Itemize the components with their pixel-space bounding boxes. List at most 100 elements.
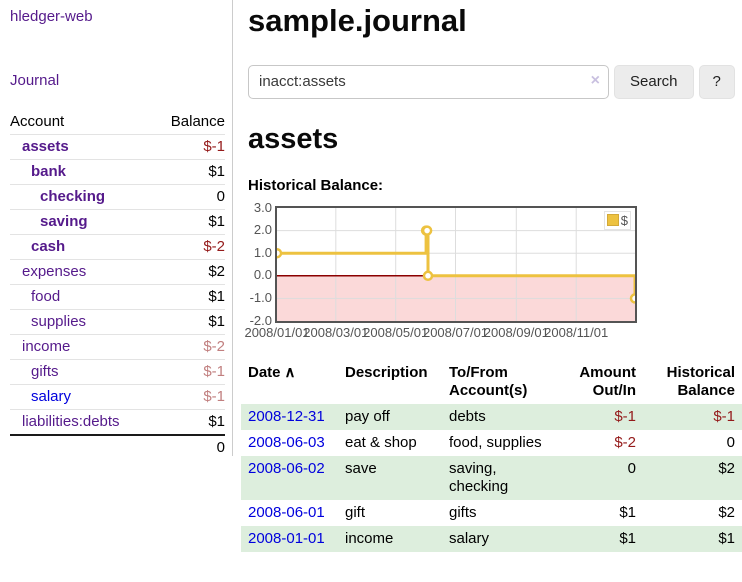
register-row: 2008-06-03 eat & shop food, supplies $-2 0 — [241, 430, 742, 456]
transaction-description: save — [345, 459, 377, 477]
chart-y-axis: 3.0 2.0 1.0 0.0 -1.0 -2.0 — [248, 200, 275, 328]
search-input[interactable] — [248, 64, 609, 99]
y-axis-tick-label: 2.0 — [253, 222, 272, 238]
transaction-date-link[interactable]: 2008-06-02 — [248, 459, 325, 477]
accounts-table-body: assets $-1 bank $1 checking 0 saving $1 cash $-2 e… — [10, 134, 225, 436]
transaction-accounts: salary — [449, 529, 490, 547]
account-link[interactable]: liabilities:debts — [22, 413, 120, 430]
search-button[interactable]: Search — [614, 64, 694, 99]
chart-canvas — [277, 207, 635, 321]
register-row: 2008-12-31 pay off debts $-1 $-1 — [241, 403, 742, 430]
balance-value: $1 — [208, 288, 225, 305]
transaction-date-link[interactable]: 2008-06-01 — [248, 503, 325, 521]
accounts-total-row: 0 — [10, 434, 225, 460]
transaction-balance: $-1 — [713, 407, 735, 425]
transaction-balance: $2 — [718, 503, 735, 521]
balance-value: $-2 — [203, 338, 225, 355]
y-axis-tick-label: 0.0 — [253, 267, 272, 283]
balance-value: $1 — [208, 213, 225, 230]
register-row: 2008-06-02 save saving, checking 0 $2 — [241, 455, 742, 500]
sidebar-item-journal[interactable]: Journal — [10, 72, 60, 89]
account-row: bank $1 — [10, 159, 225, 185]
account-link[interactable]: bank — [31, 163, 67, 180]
account-row: cash $-2 — [10, 234, 225, 260]
search-form: × Search ? — [248, 64, 742, 99]
register-row: 2008-01-01 income salary $1 $1 — [241, 525, 742, 552]
register-header-balance: Historical Balance — [666, 363, 735, 399]
register-header-row: Date ∧ Description To/From Account(s) Amo… — [241, 360, 742, 404]
data-point-marker — [629, 292, 635, 304]
account-row: assets $-1 — [10, 134, 225, 160]
x-axis-tick-label: 2008/05/01 — [363, 324, 429, 340]
account-row: checking 0 — [10, 184, 225, 210]
register-table: Date ∧ Description To/From Account(s) Amo… — [241, 360, 742, 552]
y-axis-tick-label: -1.0 — [249, 289, 272, 305]
account-link[interactable]: income — [22, 338, 71, 355]
transaction-accounts: debts — [449, 407, 486, 425]
account-link[interactable]: assets — [22, 138, 69, 155]
transaction-accounts: gifts — [449, 503, 477, 521]
account-row: saving $1 — [10, 209, 225, 235]
data-point-marker — [277, 247, 283, 258]
account-row: food $1 — [10, 284, 225, 310]
account-row: expenses $2 — [10, 259, 225, 285]
transaction-amount: $1 — [619, 503, 636, 521]
balance-value: $1 — [208, 413, 225, 430]
accounts-header-row: Account Balance — [10, 110, 225, 135]
account-row: supplies $1 — [10, 309, 225, 335]
sort-ascending-icon: ∧ — [284, 363, 296, 381]
transaction-balance: $1 — [718, 529, 735, 547]
account-row: gifts $-1 — [10, 359, 225, 385]
balance-value: $2 — [208, 263, 225, 280]
accounts-header-account: Account — [10, 110, 154, 135]
account-row: salary $-1 — [10, 384, 225, 410]
balance-value: $-1 — [203, 388, 225, 405]
balance-value: $1 — [208, 313, 225, 330]
transaction-description: gift — [345, 503, 366, 521]
transaction-date-link[interactable]: 2008-12-31 — [248, 407, 325, 425]
account-link[interactable]: checking — [40, 188, 106, 205]
legend-color-swatch — [606, 214, 619, 227]
account-link[interactable]: supplies — [31, 313, 87, 330]
register-table-body: 2008-12-31 pay off debts $-1 $-1 2008-06-03 ea… — [241, 403, 742, 552]
account-link[interactable]: food — [31, 288, 61, 305]
transaction-date-link[interactable]: 2008-01-01 — [248, 529, 325, 547]
chart-legend: $ — [603, 210, 631, 230]
page-title: sample.journal — [248, 3, 467, 38]
register-row: 2008-06-01 gift gifts $1 $2 — [241, 500, 742, 526]
account-link[interactable]: cash — [31, 238, 66, 255]
account-link[interactable]: saving — [40, 213, 88, 230]
data-point-marker — [421, 224, 433, 236]
sidebar: hledger-web Journal Account Balance asse… — [0, 0, 233, 460]
help-button[interactable]: ? — [698, 64, 735, 99]
clear-search-icon[interactable]: × — [590, 71, 600, 89]
register-header-amount: Amount Out/In — [579, 363, 636, 399]
data-point-marker — [422, 270, 434, 281]
account-link[interactable]: expenses — [22, 263, 87, 280]
app-brand-link[interactable]: hledger-web — [10, 8, 93, 25]
chart-title: Historical Balance: — [248, 176, 384, 194]
chart-x-axis: 2008/01/01 2008/03/01 2008/05/01 2008/07/01… — [244, 323, 635, 340]
balance-value: $-2 — [203, 238, 225, 255]
x-axis-tick-label: 2008/03/01 — [303, 324, 369, 340]
transaction-description: eat & shop — [345, 433, 417, 451]
transaction-balance: $2 — [718, 459, 735, 477]
y-axis-tick-label: 3.0 — [253, 199, 272, 215]
accounts-table: Account Balance assets $-1 bank $1 checking 0… — [10, 110, 225, 460]
x-axis-tick-label: 2008/07/01 — [422, 324, 489, 340]
register-header-accounts: To/From Account(s) — [449, 363, 528, 399]
account-row: liabilities:debts $1 — [10, 410, 225, 436]
transaction-date-link[interactable]: 2008-06-03 — [248, 433, 325, 451]
transaction-accounts: saving, checking — [449, 459, 509, 495]
transaction-description: income — [345, 529, 394, 547]
x-axis-tick-label: 2008/11/01 — [544, 324, 609, 340]
balance-value: $-1 — [203, 363, 225, 380]
accounts-header-balance: Balance — [153, 110, 225, 135]
account-link[interactable]: gifts — [31, 363, 59, 380]
register-header-date[interactable]: Date ∧ — [248, 363, 296, 381]
balance-value: 0 — [216, 188, 225, 205]
transaction-amount: 0 — [627, 459, 636, 477]
transaction-amount: $-1 — [614, 407, 636, 425]
account-link[interactable]: salary — [31, 388, 72, 405]
main-content: sample.journal × Search ? assets Histori… — [233, 0, 742, 552]
